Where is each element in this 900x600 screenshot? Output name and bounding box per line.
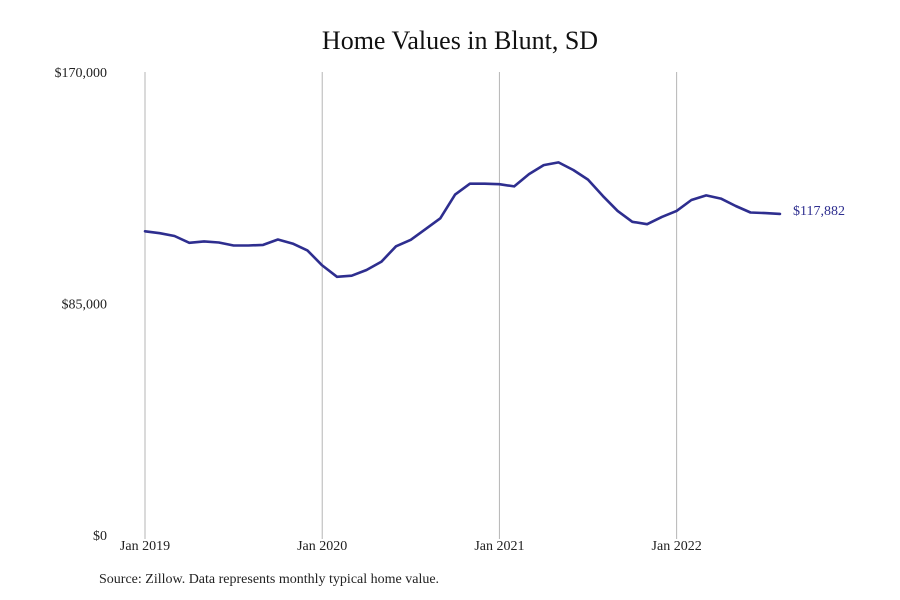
x-tick-label: Jan 2019 [120, 539, 170, 554]
series-line-0 [143, 161, 782, 279]
x-tick-label: Jan 2022 [652, 539, 702, 554]
source-note: Source: Zillow. Data represents monthly … [99, 572, 440, 587]
series-layer: $117,882 [143, 161, 845, 279]
x-tick-label: Jan 2021 [474, 539, 524, 554]
x-tick-label: Jan 2020 [297, 539, 347, 554]
chart-title: Home Values in Blunt, SD [321, 26, 599, 55]
x-axis-tick-labels: Jan 2019 Jan 2020 Jan 2021 Jan 2022 [120, 539, 702, 554]
y-tick-label: $85,000 [62, 298, 108, 313]
y-tick-label: $0 [93, 529, 107, 544]
y-tick-label: $170,000 [55, 66, 108, 81]
end-value-label: $117,882 [793, 204, 845, 219]
grid-lines [144, 72, 678, 539]
y-axis-tick-labels: $0 $85,000 $170,000 [55, 66, 108, 544]
